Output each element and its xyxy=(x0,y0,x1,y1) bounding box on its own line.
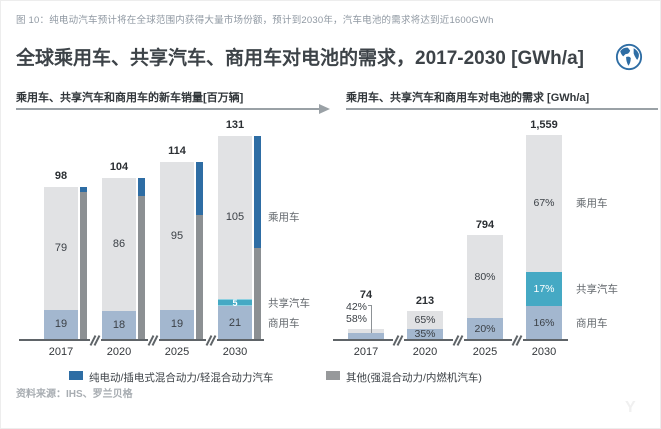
bar-total-label: 1,559 xyxy=(530,119,558,131)
companion-bar-other xyxy=(80,191,87,339)
pct-leader-tick xyxy=(368,305,372,307)
x-axis-label: 2025 xyxy=(164,346,190,358)
bar-total-label: 794 xyxy=(475,219,495,232)
bar-total-label: 131 xyxy=(225,119,245,131)
bar-segment-commercial: 19 xyxy=(44,309,78,339)
legend-label-other: 其他(强混合动力/内燃机汽车) xyxy=(346,372,482,384)
right-arrow-icon xyxy=(319,103,330,114)
source-text: 资料来源：IHS、罗兰贝格 xyxy=(16,389,133,400)
companion-bar-other xyxy=(254,247,261,339)
companion-bar-other xyxy=(196,215,203,339)
legend-label-electrified: 纯电动/插电式混合动力/轻混合动力汽车 xyxy=(89,372,274,384)
x-axis-label: 2017 xyxy=(353,346,379,358)
globe-icon xyxy=(615,43,643,71)
side-label-passenger: 乘用车 xyxy=(268,211,300,224)
left-chart-plot: 19 79 98 2017 18 86 104 2020 19 95 114 2025 21 5 105 13… xyxy=(16,119,336,371)
x-axis-label: 2030 xyxy=(222,346,248,358)
bar-total-label: 213 xyxy=(415,295,435,308)
pct-leader-line xyxy=(371,305,372,334)
bar-segment-commercial: 20% xyxy=(467,318,503,339)
bar-total-label: 104 xyxy=(109,160,129,173)
bar-segment-commercial xyxy=(348,333,384,339)
bar-segment-passenger: 105 xyxy=(218,136,252,299)
x-axis-label: 2025 xyxy=(472,346,498,358)
right-subtitle-rule xyxy=(346,108,658,110)
right-chart-title: 乘用车、共享汽车和商用车对电池的需求 [GWh/a] xyxy=(346,92,590,104)
x-axis-line xyxy=(333,339,568,341)
side-label-passenger: 乘用车 xyxy=(576,197,608,210)
companion-bar-electrified xyxy=(196,162,203,216)
right-chart-plot: 42% 58% 74 2017 35% 65% 213 2020 20% 80% 794 2025 16… xyxy=(333,119,661,371)
watermark-glyph: Y xyxy=(625,399,636,416)
bar-segment-commercial: 16% xyxy=(526,306,562,339)
bar-segment-shared: 17% xyxy=(526,271,562,307)
bar-segment-passenger: 67% xyxy=(526,135,562,272)
side-label-commercial: 商用车 xyxy=(576,317,608,330)
legend-swatch-other xyxy=(326,371,340,380)
bar-segment-commercial: 21 xyxy=(218,306,252,339)
companion-bar-electrified xyxy=(254,136,261,248)
bar-segment-passenger xyxy=(348,329,384,334)
x-axis-label: 2030 xyxy=(531,346,557,358)
left-subtitle-arrow-line xyxy=(16,108,319,110)
pct-label-passenger-outside: 42% xyxy=(345,301,367,314)
bar-segment-passenger: 65% xyxy=(407,311,443,330)
companion-bar-electrified xyxy=(80,187,87,192)
bar-segment-passenger: 80% xyxy=(467,235,503,319)
bar-segment-commercial: 35% xyxy=(407,328,443,340)
bar-segment-passenger: 95 xyxy=(160,162,194,310)
x-axis-label: 2017 xyxy=(48,346,74,358)
figure-caption: 图 10：纯电动汽车预计将在全球范围内获得大量市场份额，预计到2030年，汽车电… xyxy=(16,15,494,26)
bar-total-label: 114 xyxy=(168,145,186,158)
companion-bar-electrified xyxy=(138,177,145,196)
bar-segment-passenger: 86 xyxy=(102,177,136,312)
page-title: 全球乘用车、共享汽车、商用车对电池的需求，2017-2030 [GWh/a] xyxy=(16,48,584,69)
bar-segment-shared: 5 xyxy=(218,298,252,308)
pct-label-commercial-outside: 58% xyxy=(345,313,367,326)
bar-total-label: 74 xyxy=(359,289,373,302)
companion-bar-other xyxy=(138,195,145,339)
x-axis-label: 2020 xyxy=(412,346,438,358)
x-axis-label: 2020 xyxy=(106,346,132,358)
bar-segment-commercial: 18 xyxy=(102,311,136,339)
bar-segment-commercial: 19 xyxy=(160,309,194,339)
side-label-commercial: 商用车 xyxy=(268,317,300,330)
side-label-shared: 共享汽车 xyxy=(576,283,618,296)
legend-swatch-electrified xyxy=(69,371,83,380)
bar-segment-passenger: 79 xyxy=(44,187,78,310)
bar-total-label: 98 xyxy=(54,170,68,183)
left-chart-title: 乘用车、共享汽车和商用车的新车销量[百万辆] xyxy=(16,92,244,104)
x-axis-line xyxy=(19,339,264,341)
side-label-shared: 共享汽车 xyxy=(268,297,310,310)
